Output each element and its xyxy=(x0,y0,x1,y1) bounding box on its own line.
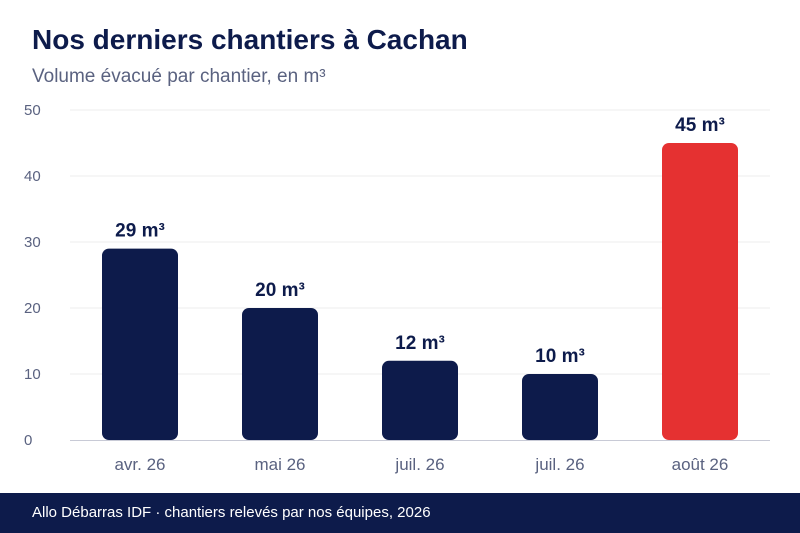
y-axis-ticks: 0 10 20 30 40 50 xyxy=(24,102,41,449)
bar-chart: 0 10 20 30 40 50 29 m³ 20 m³ 12 m³ 10 m³ 45 m³ av… xyxy=(24,102,770,474)
bar-1 xyxy=(102,248,178,440)
y-tick-label: 20 xyxy=(24,300,41,317)
x-tick-label-5: août 26 xyxy=(672,455,729,474)
data-label-5: 45 m³ xyxy=(675,115,725,136)
y-tick-label: 30 xyxy=(24,234,41,251)
bar-3 xyxy=(382,360,458,440)
chart-title: Nos derniers chantiers à Cachan xyxy=(32,24,468,55)
x-tick-label-3: juil. 26 xyxy=(394,455,444,474)
x-tick-label-2: mai 26 xyxy=(254,455,305,474)
data-labels-layer: 29 m³ 20 m³ 12 m³ 10 m³ 45 m³ xyxy=(115,115,725,367)
bar-5 xyxy=(662,143,738,440)
data-label-2: 20 m³ xyxy=(255,280,305,301)
bar-4 xyxy=(522,374,598,440)
x-tick-label-1: avr. 26 xyxy=(114,455,165,474)
footer-source-text: Allo Débarras IDF · chantiers relevés pa… xyxy=(32,504,431,521)
data-label-4: 10 m³ xyxy=(535,346,585,367)
data-label-1: 29 m³ xyxy=(115,221,165,242)
data-label-3: 12 m³ xyxy=(395,333,445,354)
bars-layer xyxy=(102,143,738,440)
y-tick-label: 0 xyxy=(24,432,32,449)
x-tick-label-4: juil. 26 xyxy=(534,455,584,474)
x-axis-ticks: avr. 26 mai 26 juil. 26 juil. 26 août 26 xyxy=(114,455,728,474)
chart-subtitle: Volume évacué par chantier, en m³ xyxy=(32,66,326,87)
y-tick-label: 50 xyxy=(24,102,41,119)
y-tick-label: 40 xyxy=(24,168,41,185)
footer-bar: Allo Débarras IDF · chantiers relevés pa… xyxy=(0,493,800,533)
bar-2 xyxy=(242,308,318,440)
y-tick-label: 10 xyxy=(24,366,41,383)
